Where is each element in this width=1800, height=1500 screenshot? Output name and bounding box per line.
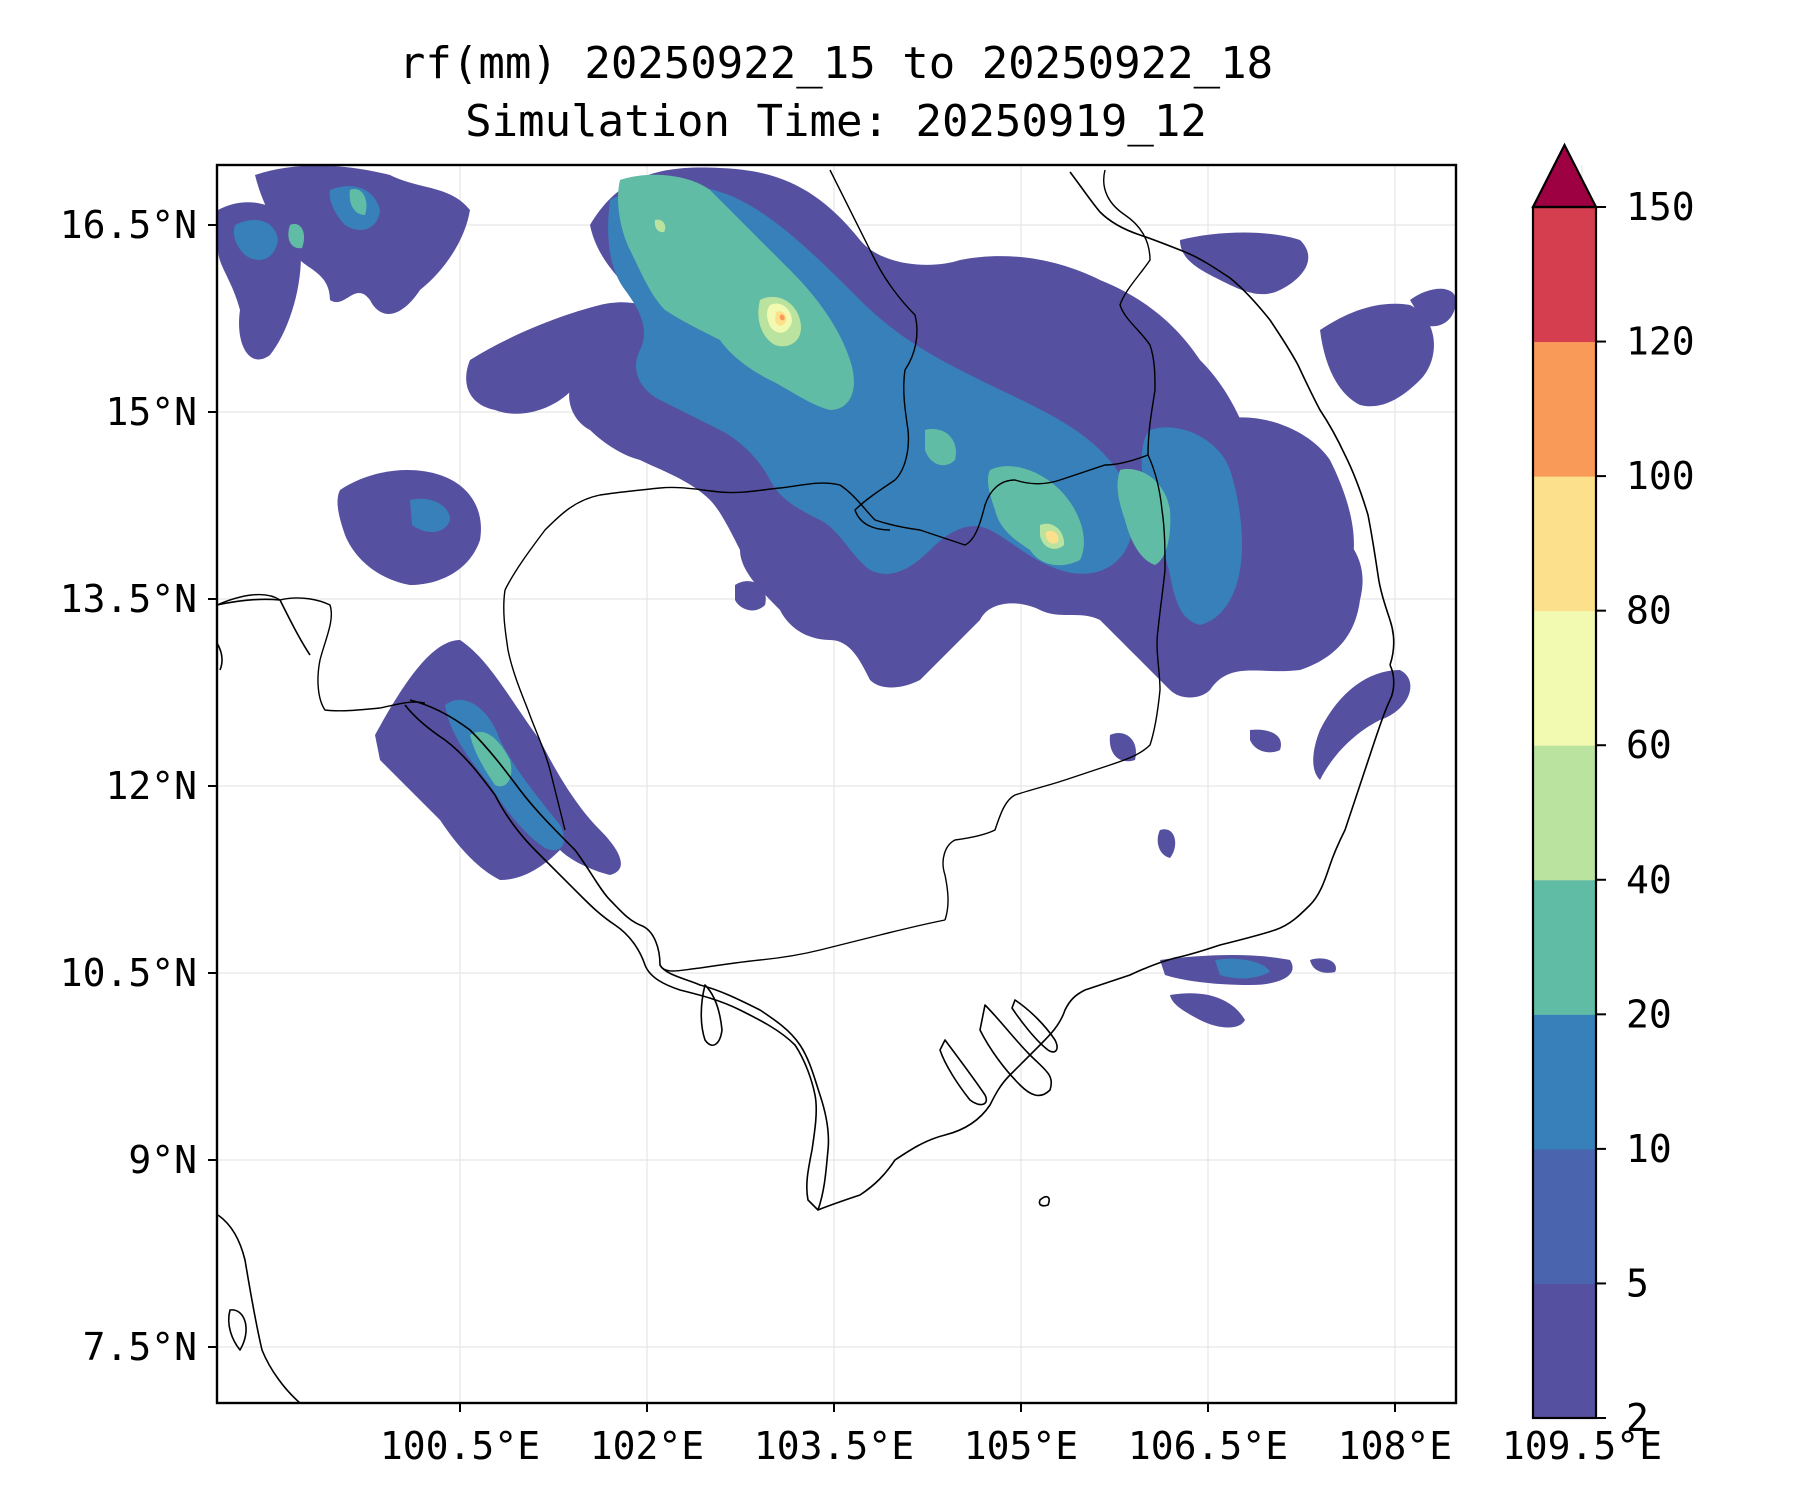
colorbar-segment	[1533, 879, 1596, 1015]
x-tick-label: 105°E	[964, 1424, 1078, 1468]
map-panel: 100.5°E 102°E 103.5°E 105°E 106.5°E 108°E 109.…	[60, 163, 1662, 1468]
y-tick-label: 15°N	[105, 390, 197, 434]
coastlines	[217, 171, 1395, 1403]
y-tick-label: 7.5°N	[83, 1325, 197, 1369]
colorbar-segment	[1533, 745, 1596, 881]
colorbar-tick-label: 40	[1626, 858, 1672, 902]
colorbar-tick-label: 60	[1626, 723, 1672, 767]
x-tick-label: 102°E	[590, 1424, 704, 1468]
colorbar-segment	[1533, 476, 1596, 612]
colorbar-tick-label: 100	[1626, 454, 1695, 498]
map-frame	[215, 163, 1458, 1405]
country-borders	[217, 169, 1166, 972]
colorbar-tick-label: 150	[1626, 185, 1695, 229]
rain-level-60-100	[767, 303, 1059, 544]
colorbar-tick-label: 80	[1626, 589, 1672, 633]
colorbar-extend-triangle	[1531, 142, 1598, 209]
y-tick-label: 16.5°N	[60, 203, 197, 247]
colorbar-segment	[1533, 1148, 1596, 1284]
colorbar-tick-label: 10	[1626, 1127, 1672, 1171]
y-tick-label: 10.5°N	[60, 951, 197, 995]
x-tick-label: 103.5°E	[754, 1424, 914, 1468]
colorbar-segment	[1533, 341, 1596, 477]
colorbar-segment	[1533, 1014, 1596, 1150]
x-tick-label: 106.5°E	[1128, 1424, 1288, 1468]
colorbar-frame	[1531, 205, 1598, 1420]
colorbar-tick-label: 5	[1626, 1261, 1649, 1305]
rainfall-field	[217, 165, 1456, 1403]
title-line-1: rf(mm) 20250922_15 to 20250922_18	[399, 38, 1273, 89]
x-tick-label: 109.5°E	[1502, 1424, 1662, 1468]
x-tick-label: 100.5°E	[380, 1424, 540, 1468]
x-axis-ticks: 100.5°E 102°E 103.5°E 105°E 106.5°E 108°E 109.…	[380, 1403, 1662, 1468]
colorbar-segment	[1533, 207, 1596, 343]
colorbar-segment	[1533, 610, 1596, 746]
colorbar-tick-label: 2	[1626, 1396, 1649, 1440]
colorbar: 2 5 10 20 40 60 80 100 120 150	[1531, 142, 1695, 1440]
y-tick-label: 9°N	[128, 1138, 197, 1182]
colorbar-tick-label: 20	[1626, 992, 1672, 1036]
colorbar-tick-label: 120	[1626, 320, 1695, 364]
y-tick-label: 12°N	[105, 764, 197, 808]
colorbar-segment	[1533, 1283, 1596, 1419]
title-line-2: Simulation Time: 20250919_12	[465, 96, 1207, 147]
y-axis-ticks: 16.5°N 15°N 13.5°N 12°N 10.5°N 9°N 7.5°N	[60, 203, 217, 1369]
x-tick-label: 108°E	[1338, 1424, 1452, 1468]
y-tick-label: 13.5°N	[60, 577, 197, 621]
